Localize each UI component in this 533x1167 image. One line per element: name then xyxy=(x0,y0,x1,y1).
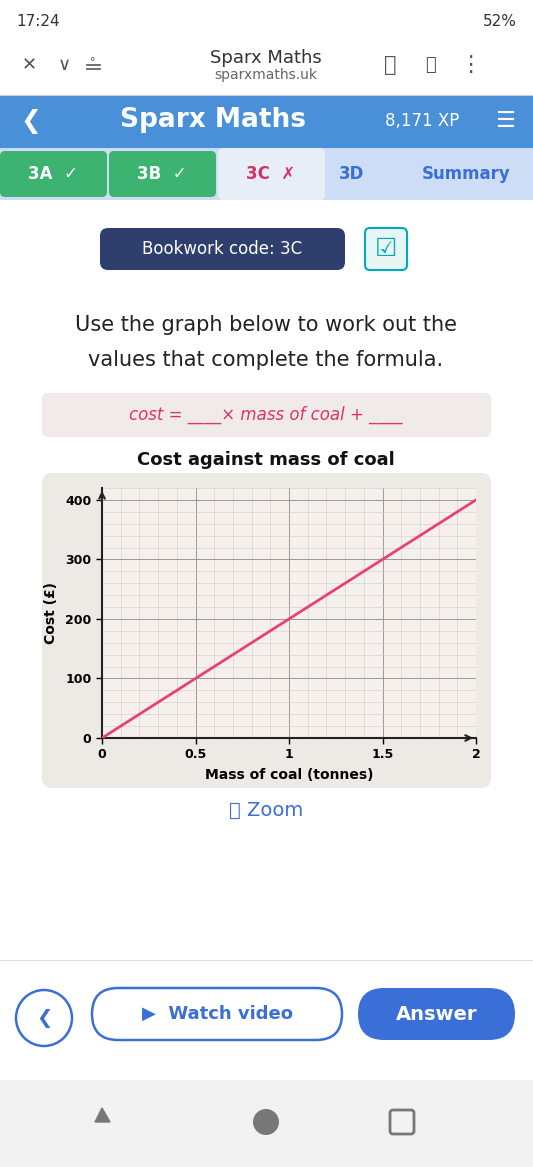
Bar xyxy=(0,200,533,1070)
Text: ☑: ☑ xyxy=(375,237,397,261)
Text: ❮: ❮ xyxy=(20,109,41,133)
Text: °: ° xyxy=(90,57,96,67)
Text: ✕: ✕ xyxy=(22,56,37,74)
FancyBboxPatch shape xyxy=(42,393,491,436)
Text: 3D: 3D xyxy=(340,165,365,183)
Text: 52%: 52% xyxy=(483,14,517,29)
Bar xyxy=(0,0,533,35)
Text: 🔖: 🔖 xyxy=(425,56,435,74)
FancyBboxPatch shape xyxy=(358,988,515,1040)
Text: Sparx Maths: Sparx Maths xyxy=(210,49,322,67)
Polygon shape xyxy=(95,1107,110,1121)
X-axis label: Mass of coal (tonnes): Mass of coal (tonnes) xyxy=(205,768,373,782)
Text: Answer: Answer xyxy=(395,1005,477,1023)
FancyBboxPatch shape xyxy=(109,151,216,197)
Text: 8,171 XP: 8,171 XP xyxy=(385,112,459,130)
Text: ∨: ∨ xyxy=(58,56,71,74)
Text: Sparx Maths: Sparx Maths xyxy=(120,107,306,133)
Bar xyxy=(0,95,533,148)
Text: 3A  ✓: 3A ✓ xyxy=(28,165,78,183)
Circle shape xyxy=(253,1109,279,1135)
FancyBboxPatch shape xyxy=(0,151,107,197)
FancyBboxPatch shape xyxy=(100,228,345,270)
Text: cost = ____× mass of coal + ____: cost = ____× mass of coal + ____ xyxy=(129,406,403,424)
Text: 3C  ✗: 3C ✗ xyxy=(246,165,296,183)
FancyBboxPatch shape xyxy=(218,148,325,200)
FancyBboxPatch shape xyxy=(42,473,491,788)
Text: sparxmaths.uk: sparxmaths.uk xyxy=(214,68,318,82)
FancyBboxPatch shape xyxy=(92,988,342,1040)
Text: ⎗: ⎗ xyxy=(384,55,396,75)
Text: 🔍 Zoom: 🔍 Zoom xyxy=(229,801,303,819)
Bar xyxy=(0,1079,533,1167)
Text: ▶  Watch video: ▶ Watch video xyxy=(141,1005,293,1023)
Y-axis label: Cost (£): Cost (£) xyxy=(44,582,59,644)
Bar xyxy=(0,960,533,1075)
Bar xyxy=(0,148,533,200)
FancyBboxPatch shape xyxy=(365,228,407,270)
Text: Cost against mass of coal: Cost against mass of coal xyxy=(137,450,395,469)
FancyBboxPatch shape xyxy=(390,1110,414,1134)
Text: ❮: ❮ xyxy=(36,1008,52,1027)
Text: ☰: ☰ xyxy=(495,111,515,131)
Text: 3B  ✓: 3B ✓ xyxy=(137,165,187,183)
Text: Summary: Summary xyxy=(422,165,511,183)
Text: values that complete the formula.: values that complete the formula. xyxy=(88,350,443,370)
Bar xyxy=(0,35,533,95)
Text: Bookwork code: 3C: Bookwork code: 3C xyxy=(142,240,302,258)
Text: ⋮: ⋮ xyxy=(459,55,481,75)
Text: Use the graph below to work out the: Use the graph below to work out the xyxy=(75,315,457,335)
Text: 17:24: 17:24 xyxy=(16,14,60,29)
